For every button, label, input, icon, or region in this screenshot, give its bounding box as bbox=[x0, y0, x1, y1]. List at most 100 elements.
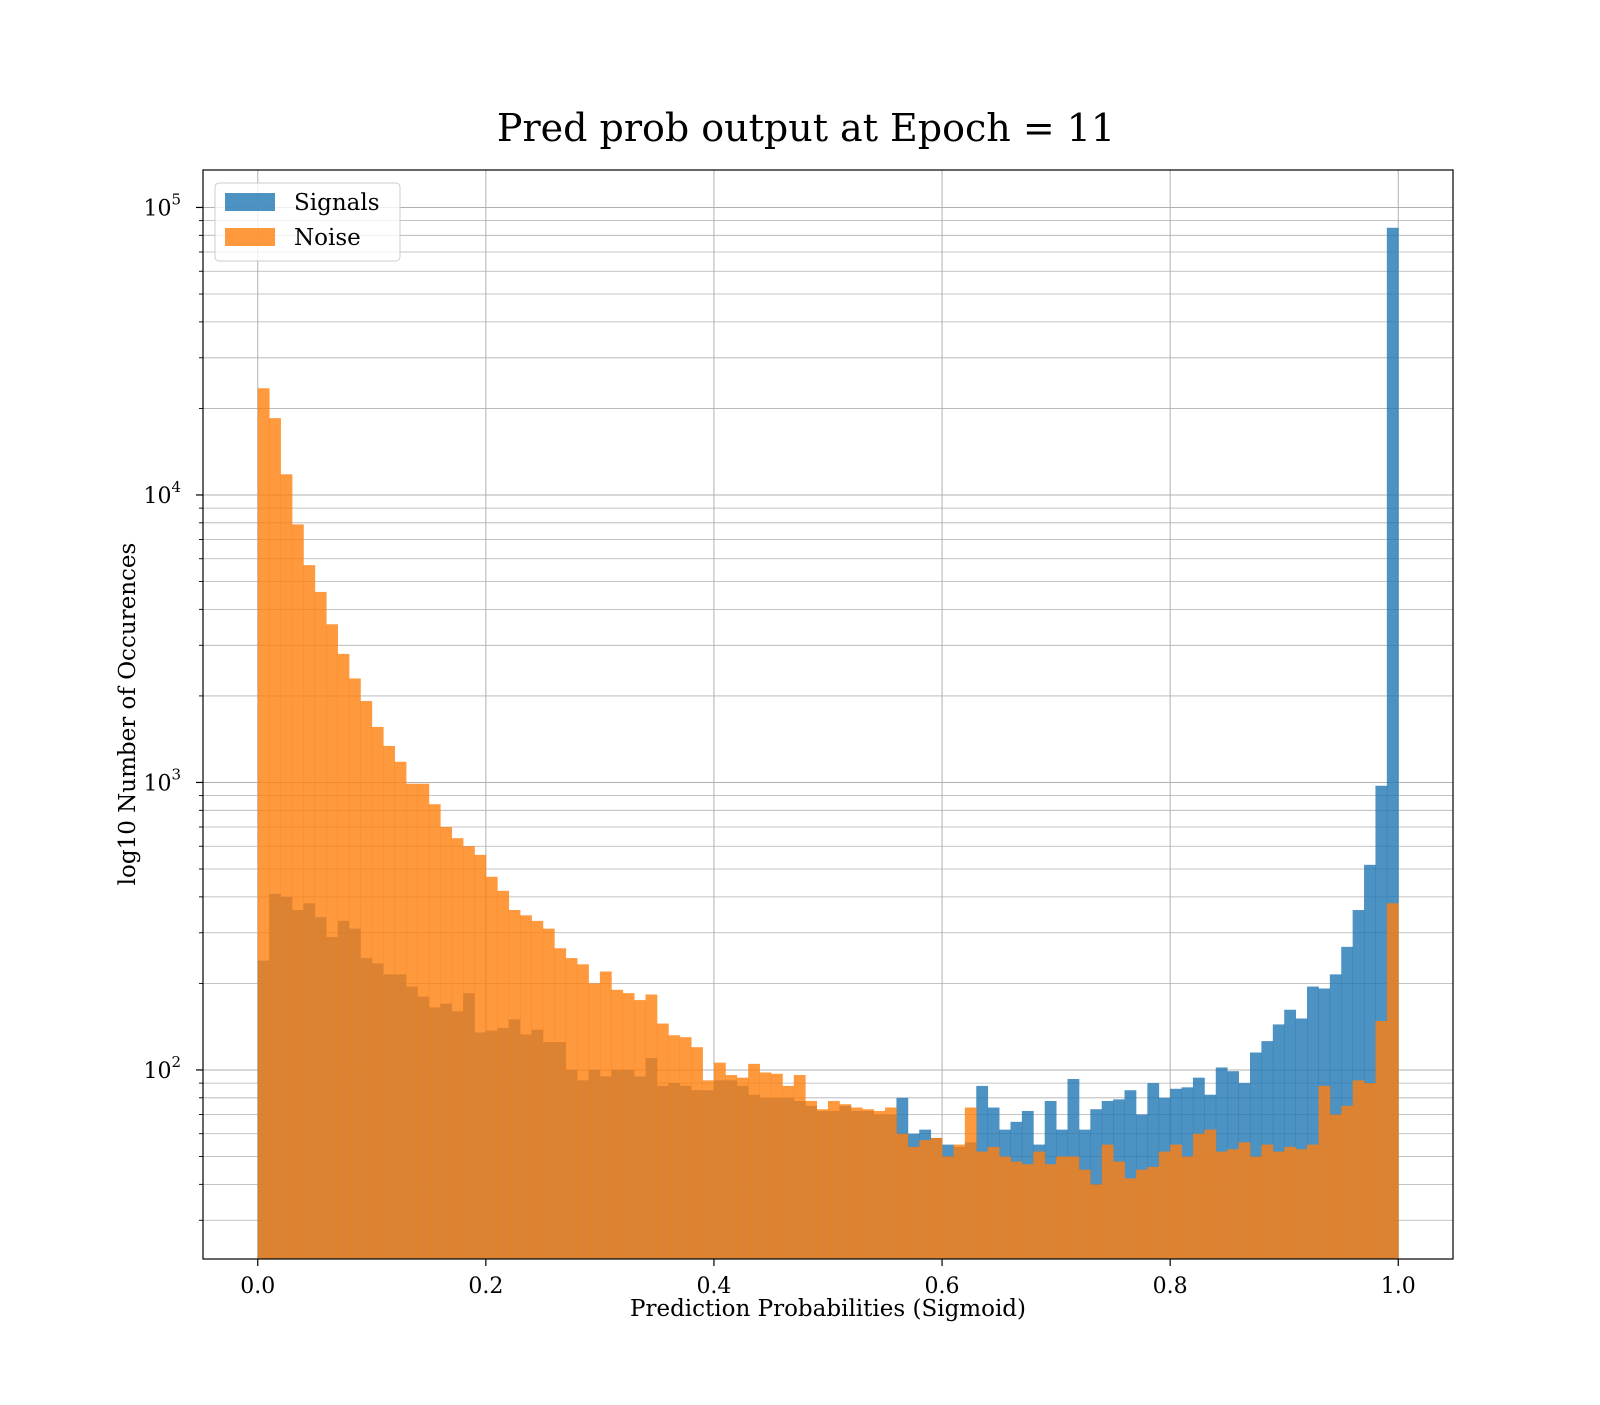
noise-bar bbox=[1147, 1166, 1160, 1259]
noise-bar bbox=[554, 948, 567, 1259]
noise-bar bbox=[406, 783, 418, 1259]
x-tick-label: 0.6 bbox=[925, 1274, 960, 1299]
noise-bar bbox=[1044, 1164, 1057, 1259]
signals-bar bbox=[1364, 864, 1376, 1259]
plot-frame bbox=[202, 169, 1454, 1260]
noise-bar bbox=[713, 1062, 726, 1259]
noise-bar bbox=[577, 964, 589, 1259]
noise-bar bbox=[588, 983, 601, 1259]
y-tick-label: 105 bbox=[143, 190, 181, 221]
noise-bar bbox=[725, 1075, 738, 1259]
noise-bar bbox=[793, 1075, 806, 1259]
chart-title: Pred prob output at Epoch = 11 bbox=[497, 106, 1115, 150]
noise-bar bbox=[1056, 1156, 1068, 1259]
noise-bar bbox=[269, 418, 281, 1259]
noise-bar bbox=[691, 1047, 703, 1259]
x-tick-label: 0.8 bbox=[1153, 1274, 1188, 1299]
noise-bar bbox=[326, 624, 338, 1259]
legend-label: Noise bbox=[294, 225, 361, 251]
noise-bar bbox=[873, 1110, 886, 1259]
noise-bar bbox=[907, 1146, 920, 1259]
noise-bar bbox=[394, 761, 407, 1259]
noise-bar bbox=[1215, 1151, 1228, 1259]
noise-bar bbox=[1204, 1129, 1217, 1259]
noise-bar bbox=[896, 1133, 909, 1259]
noise-bar bbox=[599, 971, 612, 1259]
noise-bar bbox=[371, 726, 384, 1259]
signals-bar bbox=[1090, 1109, 1103, 1259]
legend-swatch bbox=[225, 228, 275, 246]
noise-bar bbox=[759, 1072, 772, 1259]
noise-bar bbox=[1090, 1184, 1103, 1259]
noise-bar bbox=[1249, 1156, 1262, 1259]
y-tick-label: 104 bbox=[143, 478, 181, 509]
noise-bar bbox=[1113, 1161, 1125, 1259]
x-tick-label: 0.4 bbox=[696, 1274, 731, 1299]
noise-bar bbox=[1307, 1144, 1319, 1259]
signals-bar bbox=[1307, 986, 1319, 1259]
noise-bar bbox=[976, 1151, 989, 1259]
noise-bar bbox=[748, 1063, 760, 1259]
noise-bar bbox=[565, 958, 578, 1259]
noise-bar bbox=[348, 678, 361, 1259]
noise-bar bbox=[508, 910, 521, 1259]
noise-bar bbox=[1170, 1144, 1182, 1259]
noise-bar bbox=[1181, 1156, 1194, 1259]
noise-bar bbox=[291, 524, 304, 1259]
noise-bar bbox=[987, 1146, 1000, 1259]
noise-bar bbox=[828, 1100, 840, 1259]
noise-bar bbox=[1033, 1151, 1046, 1259]
noise-bar bbox=[919, 1140, 932, 1259]
legend: Signals Noise bbox=[214, 182, 401, 262]
noise-bar bbox=[942, 1156, 954, 1259]
noise-bar bbox=[280, 474, 293, 1259]
noise-bar bbox=[1364, 1083, 1376, 1259]
y-tick-label: 102 bbox=[143, 1053, 181, 1084]
x-tick-label: 0.0 bbox=[240, 1274, 275, 1299]
x-tick-label: 1.0 bbox=[1381, 1274, 1416, 1299]
noise-bar bbox=[303, 565, 316, 1259]
noise-bar bbox=[1238, 1142, 1251, 1259]
signals-bar bbox=[1341, 946, 1354, 1259]
noise-bar bbox=[497, 890, 510, 1259]
noise-bar bbox=[736, 1077, 749, 1259]
noise-bar bbox=[1124, 1178, 1137, 1259]
noise-bar bbox=[1341, 1105, 1354, 1259]
legend-label: Signals bbox=[294, 190, 380, 216]
y-axis-label: log10 Number of Occurences bbox=[115, 543, 141, 886]
noise-bar bbox=[360, 701, 373, 1259]
histogram-bars bbox=[257, 227, 1399, 1259]
noise-bar bbox=[1158, 1151, 1171, 1259]
noise-bar bbox=[1261, 1144, 1274, 1259]
noise-bar bbox=[1227, 1149, 1239, 1259]
noise-bar bbox=[257, 388, 270, 1259]
noise-bar bbox=[862, 1109, 875, 1259]
noise-bar bbox=[1329, 1114, 1342, 1259]
x-tick-label: 0.2 bbox=[468, 1274, 503, 1299]
noise-bar bbox=[451, 838, 464, 1259]
legend-swatch bbox=[225, 193, 275, 211]
noise-bar bbox=[850, 1107, 863, 1259]
noise-bar bbox=[1284, 1146, 1297, 1259]
noise-bar bbox=[463, 846, 475, 1259]
noise-bar bbox=[1375, 1021, 1388, 1259]
noise-bar bbox=[474, 854, 487, 1259]
noise-bar bbox=[337, 653, 350, 1259]
noise-bar bbox=[1067, 1156, 1080, 1259]
noise-bar bbox=[1021, 1164, 1034, 1259]
noise-bar bbox=[1135, 1169, 1148, 1259]
signals-bar bbox=[1272, 1024, 1285, 1259]
noise-bar bbox=[417, 783, 430, 1259]
noise-bar bbox=[634, 1000, 646, 1259]
signals-bar bbox=[1284, 1009, 1297, 1259]
noise-bar bbox=[805, 1100, 817, 1259]
noise-bar bbox=[999, 1156, 1011, 1259]
noise-bar bbox=[702, 1080, 715, 1259]
noise-bar bbox=[440, 826, 453, 1259]
noise-bar bbox=[622, 993, 635, 1259]
noise-bar bbox=[1078, 1169, 1091, 1259]
noise-bar bbox=[953, 1144, 966, 1259]
signals-bar bbox=[1295, 1018, 1308, 1259]
